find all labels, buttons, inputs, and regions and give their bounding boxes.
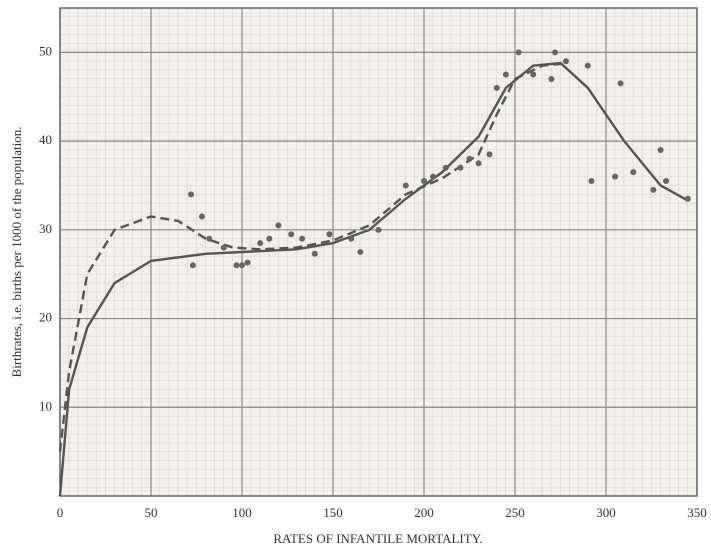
point [244,259,251,266]
plot-frame [59,7,698,497]
point [189,262,196,269]
x-tick-label: 0 [57,505,64,520]
x-tick-label: 200 [414,505,434,520]
point [530,71,537,78]
point [299,235,306,242]
point [548,75,555,82]
point [442,164,449,171]
point [233,262,240,269]
point [562,58,569,65]
point [657,146,664,153]
point [486,151,493,158]
point [257,240,264,247]
y-tick-label: 20 [39,310,52,325]
point [198,213,205,220]
point [502,71,509,78]
point [457,164,464,171]
point [430,173,437,180]
point [493,84,500,91]
y-tick-label: 50 [39,43,52,58]
x-tick-label: 350 [687,505,707,520]
x-tick-label: 50 [145,505,158,520]
point [650,186,657,193]
y-tick-label: 10 [39,398,52,413]
point [288,231,295,238]
point [515,49,522,56]
x-axis-label: RATES OF INFANTILE MORTALITY. [273,531,482,546]
x-tick-label: 250 [505,505,525,520]
point [402,182,409,189]
point [375,226,382,233]
y-tick-label: 30 [39,221,52,236]
point [220,244,227,251]
point [684,195,691,202]
point [421,178,427,185]
line [58,62,561,452]
y-tick-label: 40 [39,132,52,147]
point [188,191,195,198]
point [584,62,591,69]
x-tick-label: 300 [596,505,616,520]
point [617,80,624,87]
point [466,155,473,162]
point [357,249,364,255]
point [612,173,619,180]
line [58,61,689,497]
x-tick-label: 150 [323,505,343,520]
point [475,160,482,167]
y-axis-label: Birthrates, i.e. births per 1000 of the … [9,127,24,378]
point [630,169,637,176]
point [326,231,333,238]
point [266,235,273,242]
point [588,178,595,185]
x-tick-label: 100 [232,505,252,520]
fine-grid [60,8,697,496]
point [206,235,213,242]
point [552,49,559,56]
point [275,222,282,229]
point [311,250,318,257]
point [663,178,670,185]
point [239,262,245,269]
point [348,235,355,242]
